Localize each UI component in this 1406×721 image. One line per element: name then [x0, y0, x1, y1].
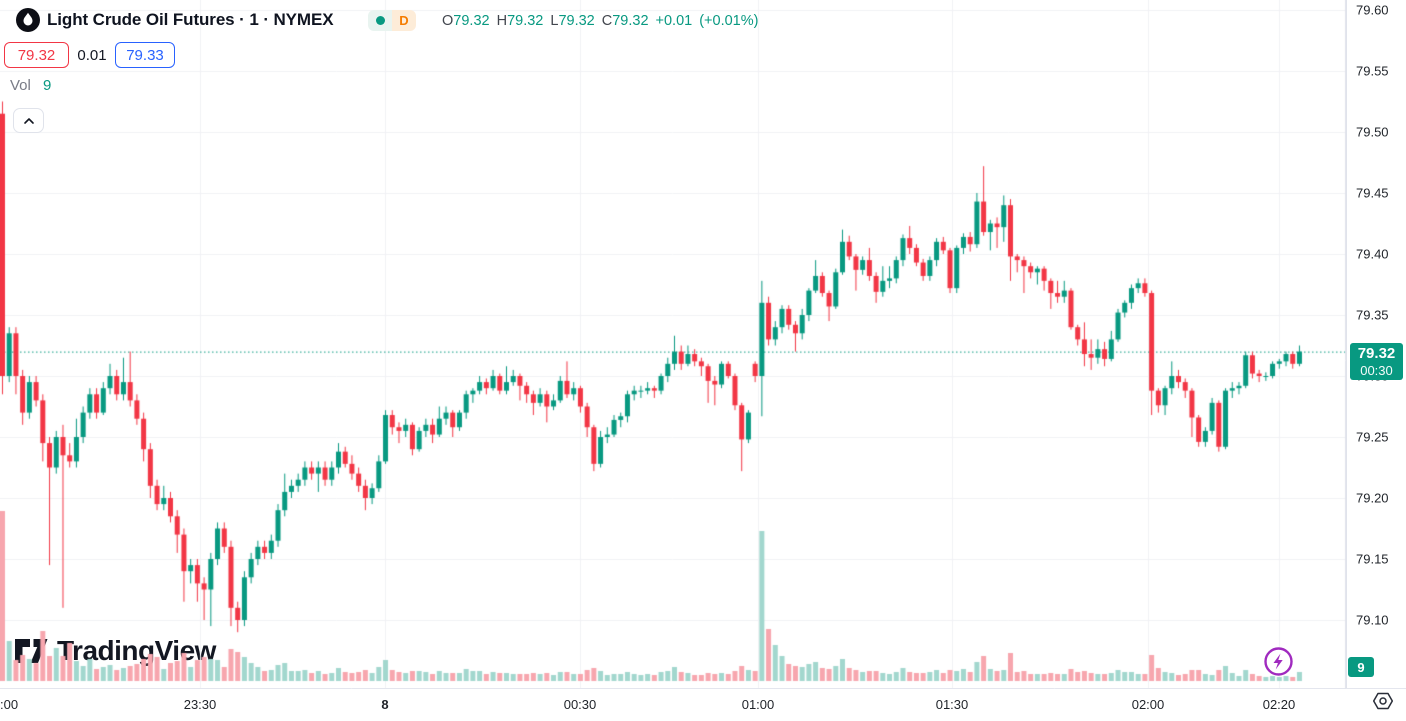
ohlc-readout: O79.32 H79.32 L79.32 C79.32 +0.01 (+0.01%) — [442, 13, 765, 29]
time-tick-label: :00 — [0, 697, 19, 712]
market-open-chip[interactable] — [368, 10, 392, 31]
change-value: +0.01 — [655, 13, 693, 29]
last-price-value: 79.32 — [1357, 345, 1396, 362]
high-label: H — [496, 13, 508, 29]
low-label: L — [550, 13, 559, 29]
chevron-up-icon — [23, 117, 34, 124]
open-value: 79.32 — [453, 13, 490, 29]
symbol-header: Light Crude Oil Futures · 1 · NYMEX — [16, 8, 334, 32]
change-pct-value: (+0.01%) — [699, 13, 759, 29]
price-axis[interactable]: 79.32 00:30 9 79.60 79.55 79.50 79.45 79.40 7… — [1346, 0, 1406, 688]
time-tick-label: 01:00 — [741, 697, 775, 712]
symbol-logo-icon — [16, 8, 40, 32]
time-axis[interactable]: :00 23:30 8 00:30 01:00 01:30 02:00 02:20 — [0, 689, 1406, 721]
delayed-data-badge[interactable]: D — [392, 10, 416, 31]
last-price-badge: 79.32 00:30 — [1350, 343, 1403, 380]
time-tick-label: 01:30 — [935, 697, 969, 712]
price-tick-label: 79.25 — [1356, 429, 1389, 445]
scale-settings-button[interactable] — [1370, 688, 1396, 714]
hexagon-gear-icon — [1372, 692, 1394, 710]
buy-price-button[interactable]: 79.33 — [115, 42, 175, 68]
price-tick-label: 79.60 — [1356, 2, 1389, 18]
volume-indicator-label[interactable]: Vol — [10, 77, 31, 94]
market-status-dot-icon — [375, 16, 385, 25]
lightning-bolt-icon — [1264, 647, 1293, 676]
price-tick-label: 79.40 — [1356, 246, 1389, 262]
close-label: C — [601, 13, 613, 29]
time-tick-label: 00:30 — [563, 697, 597, 712]
volume-indicator-row: Vol 9 — [10, 77, 51, 94]
time-tick-label: 02:00 — [1131, 697, 1165, 712]
high-value: 79.32 — [507, 13, 544, 29]
volume-indicator-value: 9 — [43, 77, 52, 94]
bar-countdown: 00:30 — [1360, 363, 1393, 378]
price-tick-label: 79.35 — [1356, 307, 1389, 323]
price-tick-label: 79.55 — [1356, 63, 1389, 79]
market-status-pill: D — [368, 10, 416, 31]
last-volume-badge: 9 — [1348, 657, 1374, 677]
price-tick-label: 79.45 — [1356, 185, 1389, 201]
sell-price-button[interactable]: 79.32 — [4, 42, 69, 68]
time-tick-label: 23:30 — [183, 697, 217, 712]
time-tick-label: 02:20 — [1262, 697, 1296, 712]
instant-order-button[interactable] — [1263, 646, 1294, 677]
collapse-panel-button[interactable] — [13, 108, 44, 133]
open-label: O — [442, 13, 454, 29]
price-tick-label: 79.50 — [1356, 124, 1389, 140]
spread-value: 0.01 — [77, 46, 107, 64]
low-value: 79.32 — [558, 13, 595, 29]
price-tick-label: 79.10 — [1356, 612, 1389, 628]
price-tick-label: 79.15 — [1356, 551, 1389, 567]
close-value: 79.32 — [612, 13, 649, 29]
price-tick-label: 79.20 — [1356, 490, 1389, 506]
symbol-title[interactable]: Light Crude Oil Futures · 1 · NYMEX — [47, 10, 334, 29]
time-tick-label: 8 — [381, 697, 389, 712]
